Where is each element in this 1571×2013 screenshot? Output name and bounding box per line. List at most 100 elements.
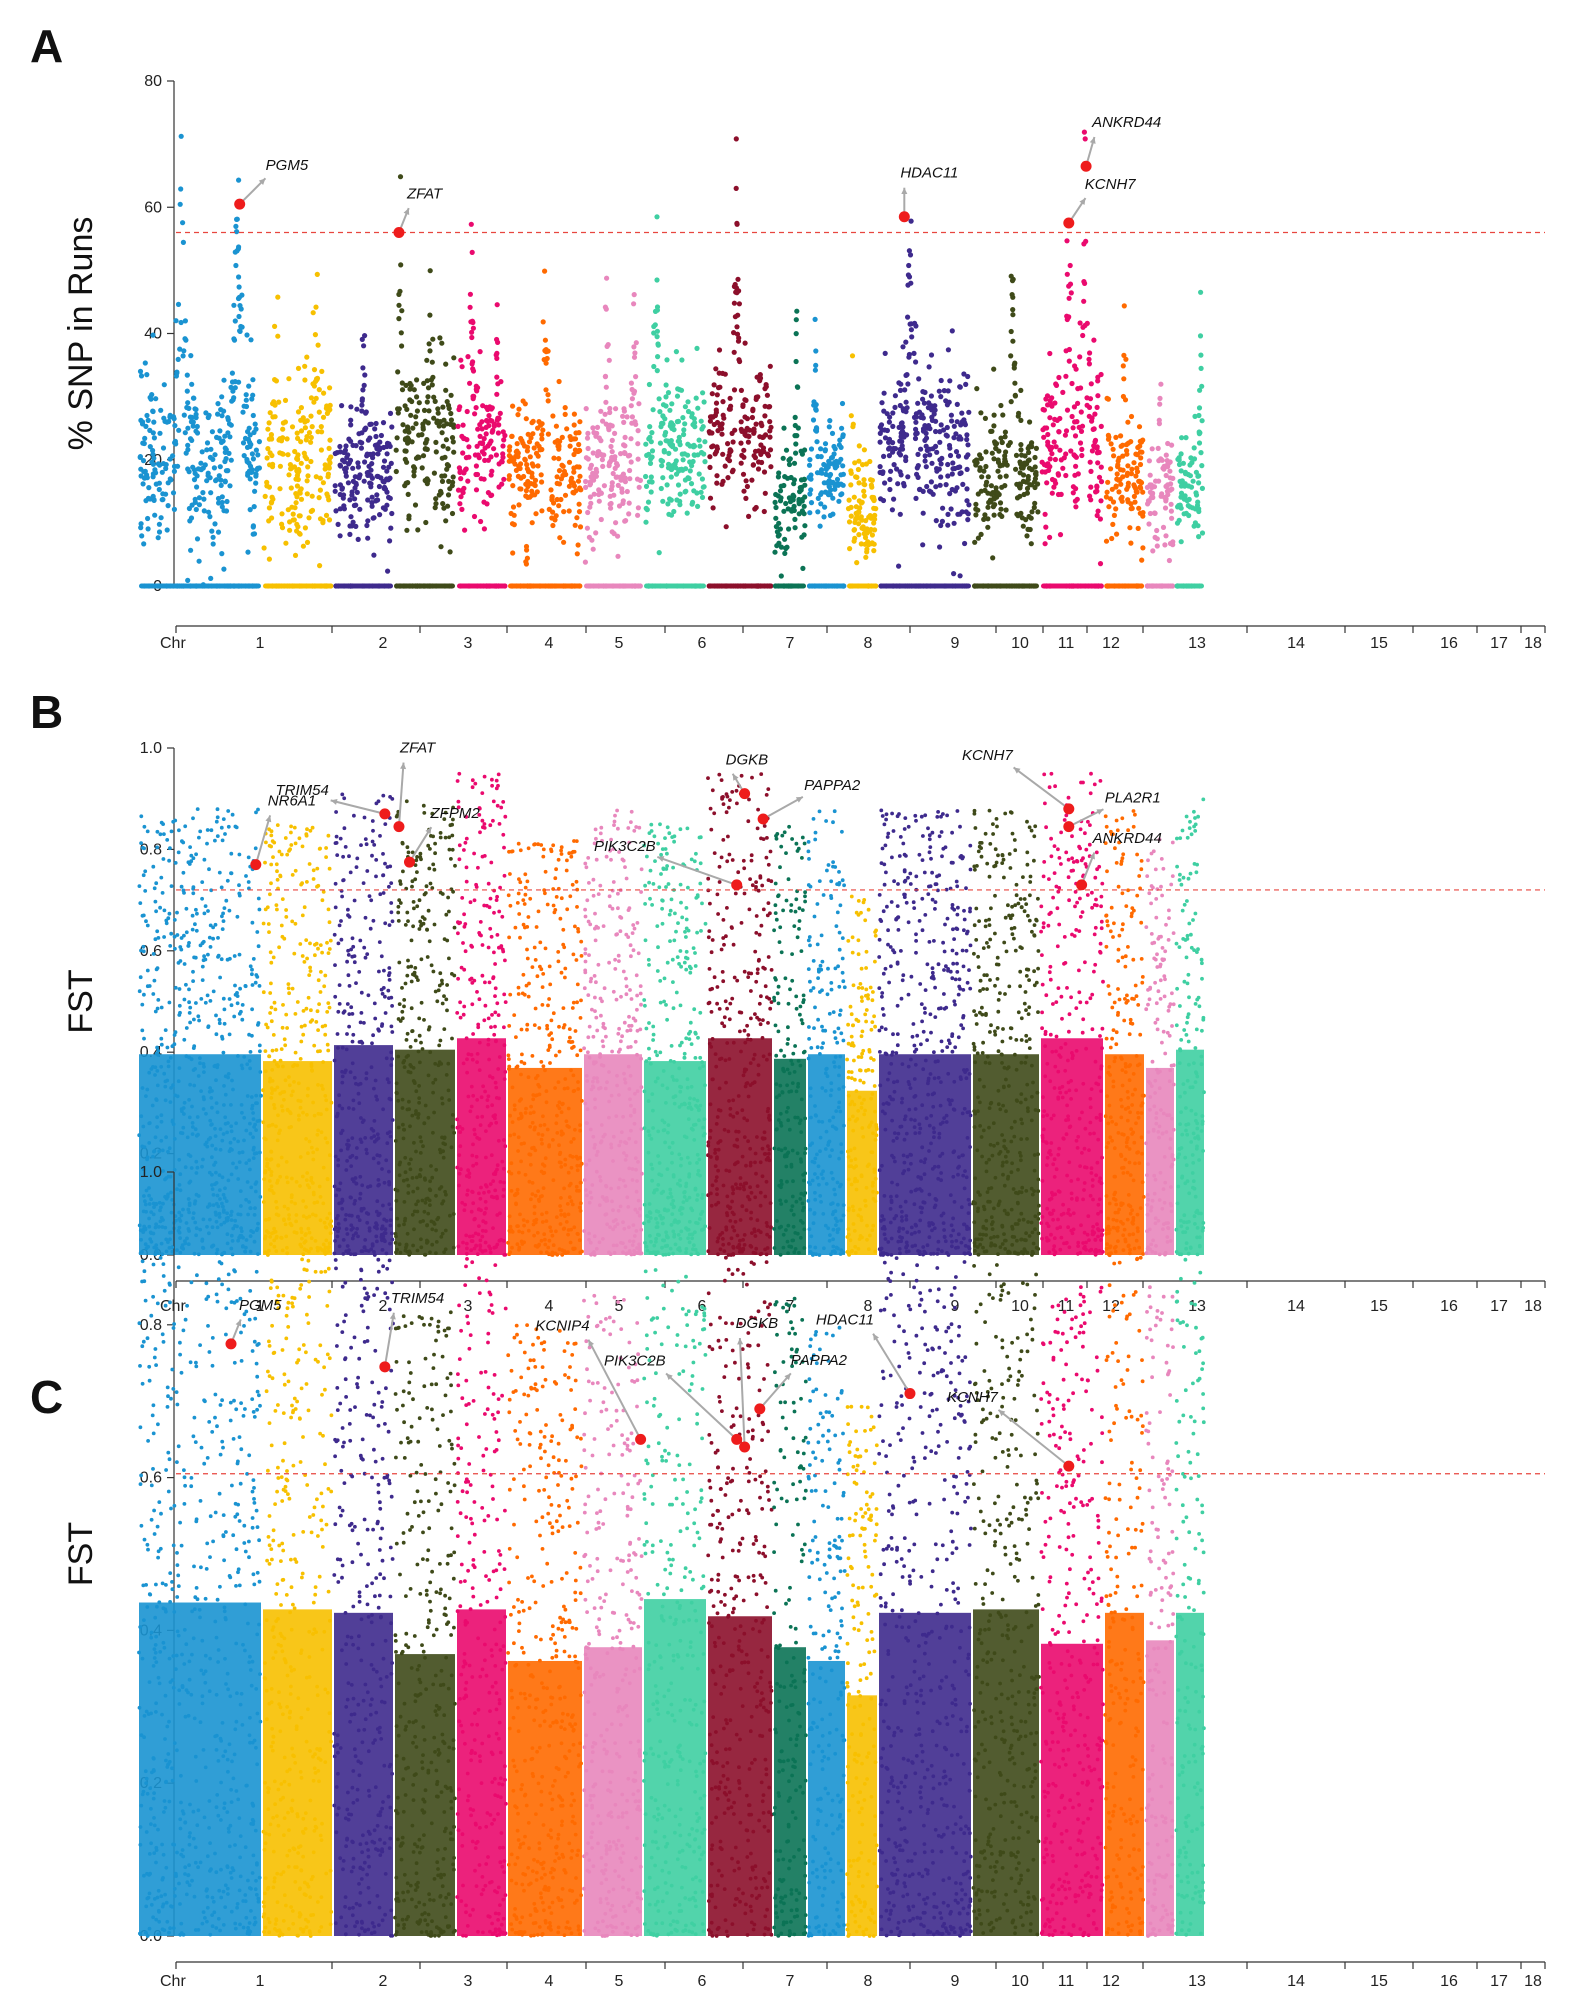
data-point — [713, 366, 719, 372]
series-chr-1 — [137, 807, 263, 1257]
data-point — [304, 1006, 309, 1011]
data-point — [239, 1009, 243, 1014]
data-point — [208, 490, 214, 496]
data-point — [1050, 422, 1056, 428]
data-point — [622, 479, 629, 485]
data-point — [587, 479, 593, 485]
data-point — [924, 483, 930, 490]
data-point — [964, 486, 970, 492]
data-point — [219, 413, 225, 419]
data-point — [347, 531, 353, 538]
data-point — [756, 459, 762, 465]
data-point — [539, 421, 545, 427]
data-point — [224, 898, 229, 903]
data-point — [170, 490, 177, 496]
data-point — [244, 874, 248, 878]
data-point — [660, 475, 666, 481]
data-point — [434, 418, 440, 424]
data-point — [783, 500, 789, 507]
data-point — [888, 468, 894, 474]
data-point — [321, 890, 326, 894]
data-point — [1056, 429, 1062, 435]
data-point — [389, 1024, 394, 1029]
data-point — [543, 360, 549, 366]
data-point — [425, 385, 432, 391]
data-point — [926, 423, 932, 429]
data-point — [189, 381, 195, 387]
y-tick-label: 1.0 — [140, 740, 162, 757]
data-point — [511, 457, 517, 463]
data-point — [167, 476, 173, 482]
data-point — [140, 845, 145, 850]
data-point — [446, 478, 452, 484]
data-point — [309, 424, 315, 430]
data-point — [411, 464, 417, 470]
data-point — [1010, 312, 1016, 318]
data-point — [250, 983, 255, 987]
data-point — [1128, 471, 1134, 477]
data-point — [198, 829, 203, 834]
data-point — [269, 981, 273, 986]
data-point — [937, 482, 943, 488]
data-point — [938, 394, 944, 400]
data-point — [456, 406, 462, 413]
data-point — [333, 994, 338, 999]
data-point — [651, 330, 657, 336]
data-point — [602, 374, 609, 380]
data-point — [235, 914, 240, 919]
data-point — [184, 372, 190, 378]
data-point — [1128, 540, 1134, 546]
data-point — [159, 875, 164, 880]
data-point — [293, 841, 298, 846]
data-point — [210, 534, 216, 540]
data-point — [285, 1026, 289, 1030]
data-point — [613, 520, 619, 526]
data-point — [462, 527, 468, 533]
data-point — [677, 491, 683, 497]
data-point — [529, 520, 535, 526]
data-point — [793, 331, 799, 337]
data-point — [556, 443, 562, 450]
data-point — [284, 915, 289, 919]
data-point — [731, 330, 737, 336]
data-point — [732, 427, 738, 433]
data-point — [343, 473, 349, 479]
data-point — [424, 446, 430, 452]
data-point — [244, 332, 250, 338]
data-point — [363, 915, 368, 920]
data-point — [966, 409, 972, 415]
data-point — [408, 382, 414, 389]
data-point — [673, 458, 679, 464]
data-point — [636, 401, 642, 407]
data-point — [753, 421, 759, 427]
data-point — [1008, 399, 1014, 405]
data-point — [264, 1022, 268, 1027]
data-point — [191, 969, 195, 974]
zero-baseline-points — [1041, 583, 1103, 589]
data-point — [510, 550, 516, 556]
data-point — [313, 953, 317, 958]
data-point — [635, 505, 642, 511]
data-point — [191, 856, 196, 861]
y-axis-label: % SNP in Runs — [62, 217, 100, 451]
data-point — [249, 451, 255, 457]
data-point — [1167, 468, 1173, 474]
data-point — [416, 432, 422, 438]
data-point — [920, 396, 926, 402]
data-point — [812, 367, 819, 373]
data-point — [1084, 320, 1090, 326]
data-point — [350, 1039, 355, 1044]
data-point — [256, 1021, 261, 1025]
data-point — [231, 395, 237, 401]
data-point — [524, 547, 530, 553]
data-point — [938, 422, 944, 428]
data-point — [619, 486, 625, 492]
data-point — [715, 428, 721, 434]
data-point — [675, 418, 682, 424]
data-point — [205, 470, 211, 476]
data-point — [1026, 465, 1033, 471]
data-point — [924, 447, 930, 453]
data-point — [233, 262, 239, 269]
data-point — [1062, 432, 1068, 438]
data-point — [439, 473, 445, 479]
